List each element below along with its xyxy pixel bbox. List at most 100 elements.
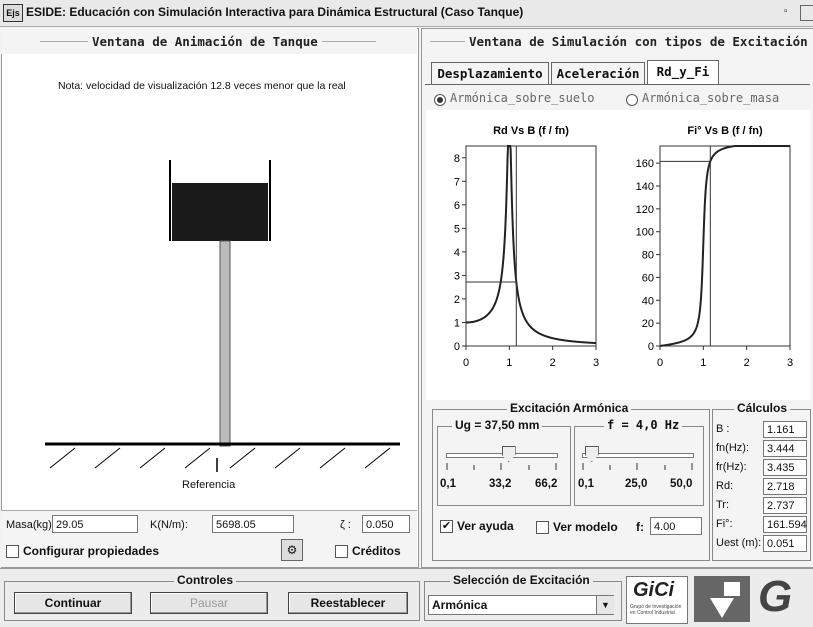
close-icon[interactable] <box>800 5 813 21</box>
y-tick-label: 160 <box>636 158 654 170</box>
ug-tick-mid: 33,2 <box>489 478 512 490</box>
calc-value: 1.161 <box>763 421 807 438</box>
y-tick-label: 5 <box>454 223 460 235</box>
tab-acceleration[interactable]: Aceleración <box>551 62 645 85</box>
animation-panel-title: Ventana de Animación de Tanque <box>88 34 322 49</box>
config-checkbox[interactable] <box>6 545 19 558</box>
x-tick-label: 2 <box>550 357 556 369</box>
calc-title: Cálculos <box>734 401 791 415</box>
calc-label: fr(Hz): <box>716 461 747 473</box>
y-tick-label: 7 <box>454 176 460 188</box>
radio-ground-label: Armónica_sobre_suelo <box>450 91 595 105</box>
response-curve <box>659 145 790 347</box>
title-bar: Ejs ESIDE: Educación con Simulación Inte… <box>0 0 813 27</box>
calc-label: B : <box>716 423 730 435</box>
f-slider-thumb[interactable] <box>584 446 599 462</box>
selection-title: Selección de Excitación <box>450 573 593 587</box>
plot-frame <box>659 145 791 347</box>
f-field[interactable]: 4.00 <box>650 517 702 535</box>
k-label: K(N/m): <box>150 519 188 531</box>
fi-chart: Fi° Vs B (f / fn) 0 20 40 60 80 100 120 140 160 0 1… <box>636 125 793 369</box>
fi-chart-title: Fi° Vs B (f / fn) <box>687 125 763 137</box>
continue-button[interactable]: Continuar <box>14 592 132 614</box>
rd-chart-title: Rd Vs B (f / fn) <box>493 125 569 137</box>
properties-icon[interactable]: ⚙ <box>281 539 303 561</box>
excitation-title: Excitación Armónica <box>507 401 632 415</box>
calc-value: 3.435 <box>763 459 807 476</box>
x-tick-label: 3 <box>787 357 793 369</box>
response-curve <box>466 145 597 345</box>
plot-frame <box>465 145 597 347</box>
ug-tick-max: 66,2 <box>535 478 558 490</box>
zeta-field[interactable]: 0.050 <box>362 515 410 533</box>
y-tick-label: 6 <box>454 200 460 212</box>
excitation-select[interactable]: Armónica <box>428 595 614 615</box>
f-tick-min: 0,1 <box>578 478 594 490</box>
reset-button[interactable]: Reestablecer <box>288 592 408 614</box>
ug-label: Ug = 37,50 mm <box>452 418 543 432</box>
y-tick-label: 3 <box>454 270 460 282</box>
rd-chart: Rd Vs B (f / fn) 0 1 2 3 4 5 6 7 8 0 1 2 3 <box>454 125 599 369</box>
help-checkbox[interactable]: ✔ <box>440 520 453 533</box>
f-tick-mid: 25,0 <box>625 478 648 490</box>
y-tick-label: 80 <box>642 250 654 262</box>
calc-value: 2.737 <box>763 497 807 514</box>
triangle-logo-icon <box>694 576 750 622</box>
f-tick-max: 50,0 <box>670 478 693 490</box>
y-tick-label: 4 <box>454 247 460 259</box>
ug-tick-min: 0,1 <box>440 478 456 490</box>
credits-checkbox[interactable] <box>335 545 348 558</box>
tank-animation <box>45 160 400 472</box>
speed-note: Nota: velocidad de visualización 12.8 ve… <box>58 80 346 92</box>
y-tick-label: 40 <box>642 295 654 307</box>
x-tick-label: 1 <box>700 357 706 369</box>
chevron-down-icon[interactable]: ▼ <box>596 596 614 614</box>
x-tick-label: 0 <box>657 357 663 369</box>
help-label: Ver ayuda <box>457 519 514 533</box>
calc-label: Fi°: <box>716 518 733 530</box>
model-checkbox[interactable] <box>536 521 549 534</box>
x-tick-label: 0 <box>463 357 469 369</box>
f-slider-track[interactable] <box>582 453 694 458</box>
calc-label: Rd: <box>716 480 734 492</box>
window-title: ESIDE: Educación con Simulación Interact… <box>26 5 524 19</box>
mass-label: Masa(kg): <box>6 519 55 531</box>
calc-label: Uest (m): <box>716 537 762 549</box>
y-tick-label: 140 <box>636 181 654 193</box>
config-label: Configurar propiedades <box>23 544 160 558</box>
x-tick-label: 1 <box>506 357 512 369</box>
zeta-label: ζ : <box>340 519 351 531</box>
restore-icon[interactable]: ▫ <box>784 6 788 17</box>
y-tick-label: 0 <box>454 341 460 353</box>
x-tick-label: 3 <box>593 357 599 369</box>
y-tick-label: 100 <box>636 227 654 239</box>
radio-mass[interactable] <box>626 94 638 106</box>
calc-value: 2.718 <box>763 478 807 495</box>
y-tick-label: 0 <box>648 341 654 353</box>
k-field[interactable]: 5698.05 <box>212 515 294 533</box>
simulation-panel-title: Ventana de Simulación con tipos de Excit… <box>465 34 812 49</box>
mass-field[interactable]: 29.05 <box>52 515 138 533</box>
tank-body <box>172 183 268 241</box>
f-label: f = 4,0 Hz <box>604 418 683 432</box>
tab-rd-fi[interactable]: Rd_y_Fi <box>647 60 719 85</box>
support-column <box>219 240 231 447</box>
app-icon: Ejs <box>3 4 23 22</box>
y-tick-label: 60 <box>642 272 654 284</box>
radio-ground[interactable] <box>434 94 446 106</box>
tab-displacement[interactable]: Desplazamiento <box>431 62 549 85</box>
y-tick-label: 2 <box>454 294 460 306</box>
calc-label: Tr: <box>716 499 730 511</box>
calc-value: 0.051 <box>763 535 807 552</box>
y-tick-label: 20 <box>642 318 654 330</box>
calc-label: fn(Hz): <box>716 442 749 454</box>
animation-panel <box>1 28 419 568</box>
gici-logo: GiCi Grupo de Investigación en Control I… <box>626 576 688 624</box>
pause-button[interactable]: Pausar <box>150 592 268 614</box>
ug-slider-thumb[interactable] <box>501 446 516 462</box>
calc-value: 3.444 <box>763 440 807 457</box>
calc-value: 161.594 <box>763 516 807 533</box>
y-tick-label: 8 <box>454 153 460 165</box>
f-field-label: f: <box>636 520 644 534</box>
reference-label: Referencia <box>182 479 236 491</box>
